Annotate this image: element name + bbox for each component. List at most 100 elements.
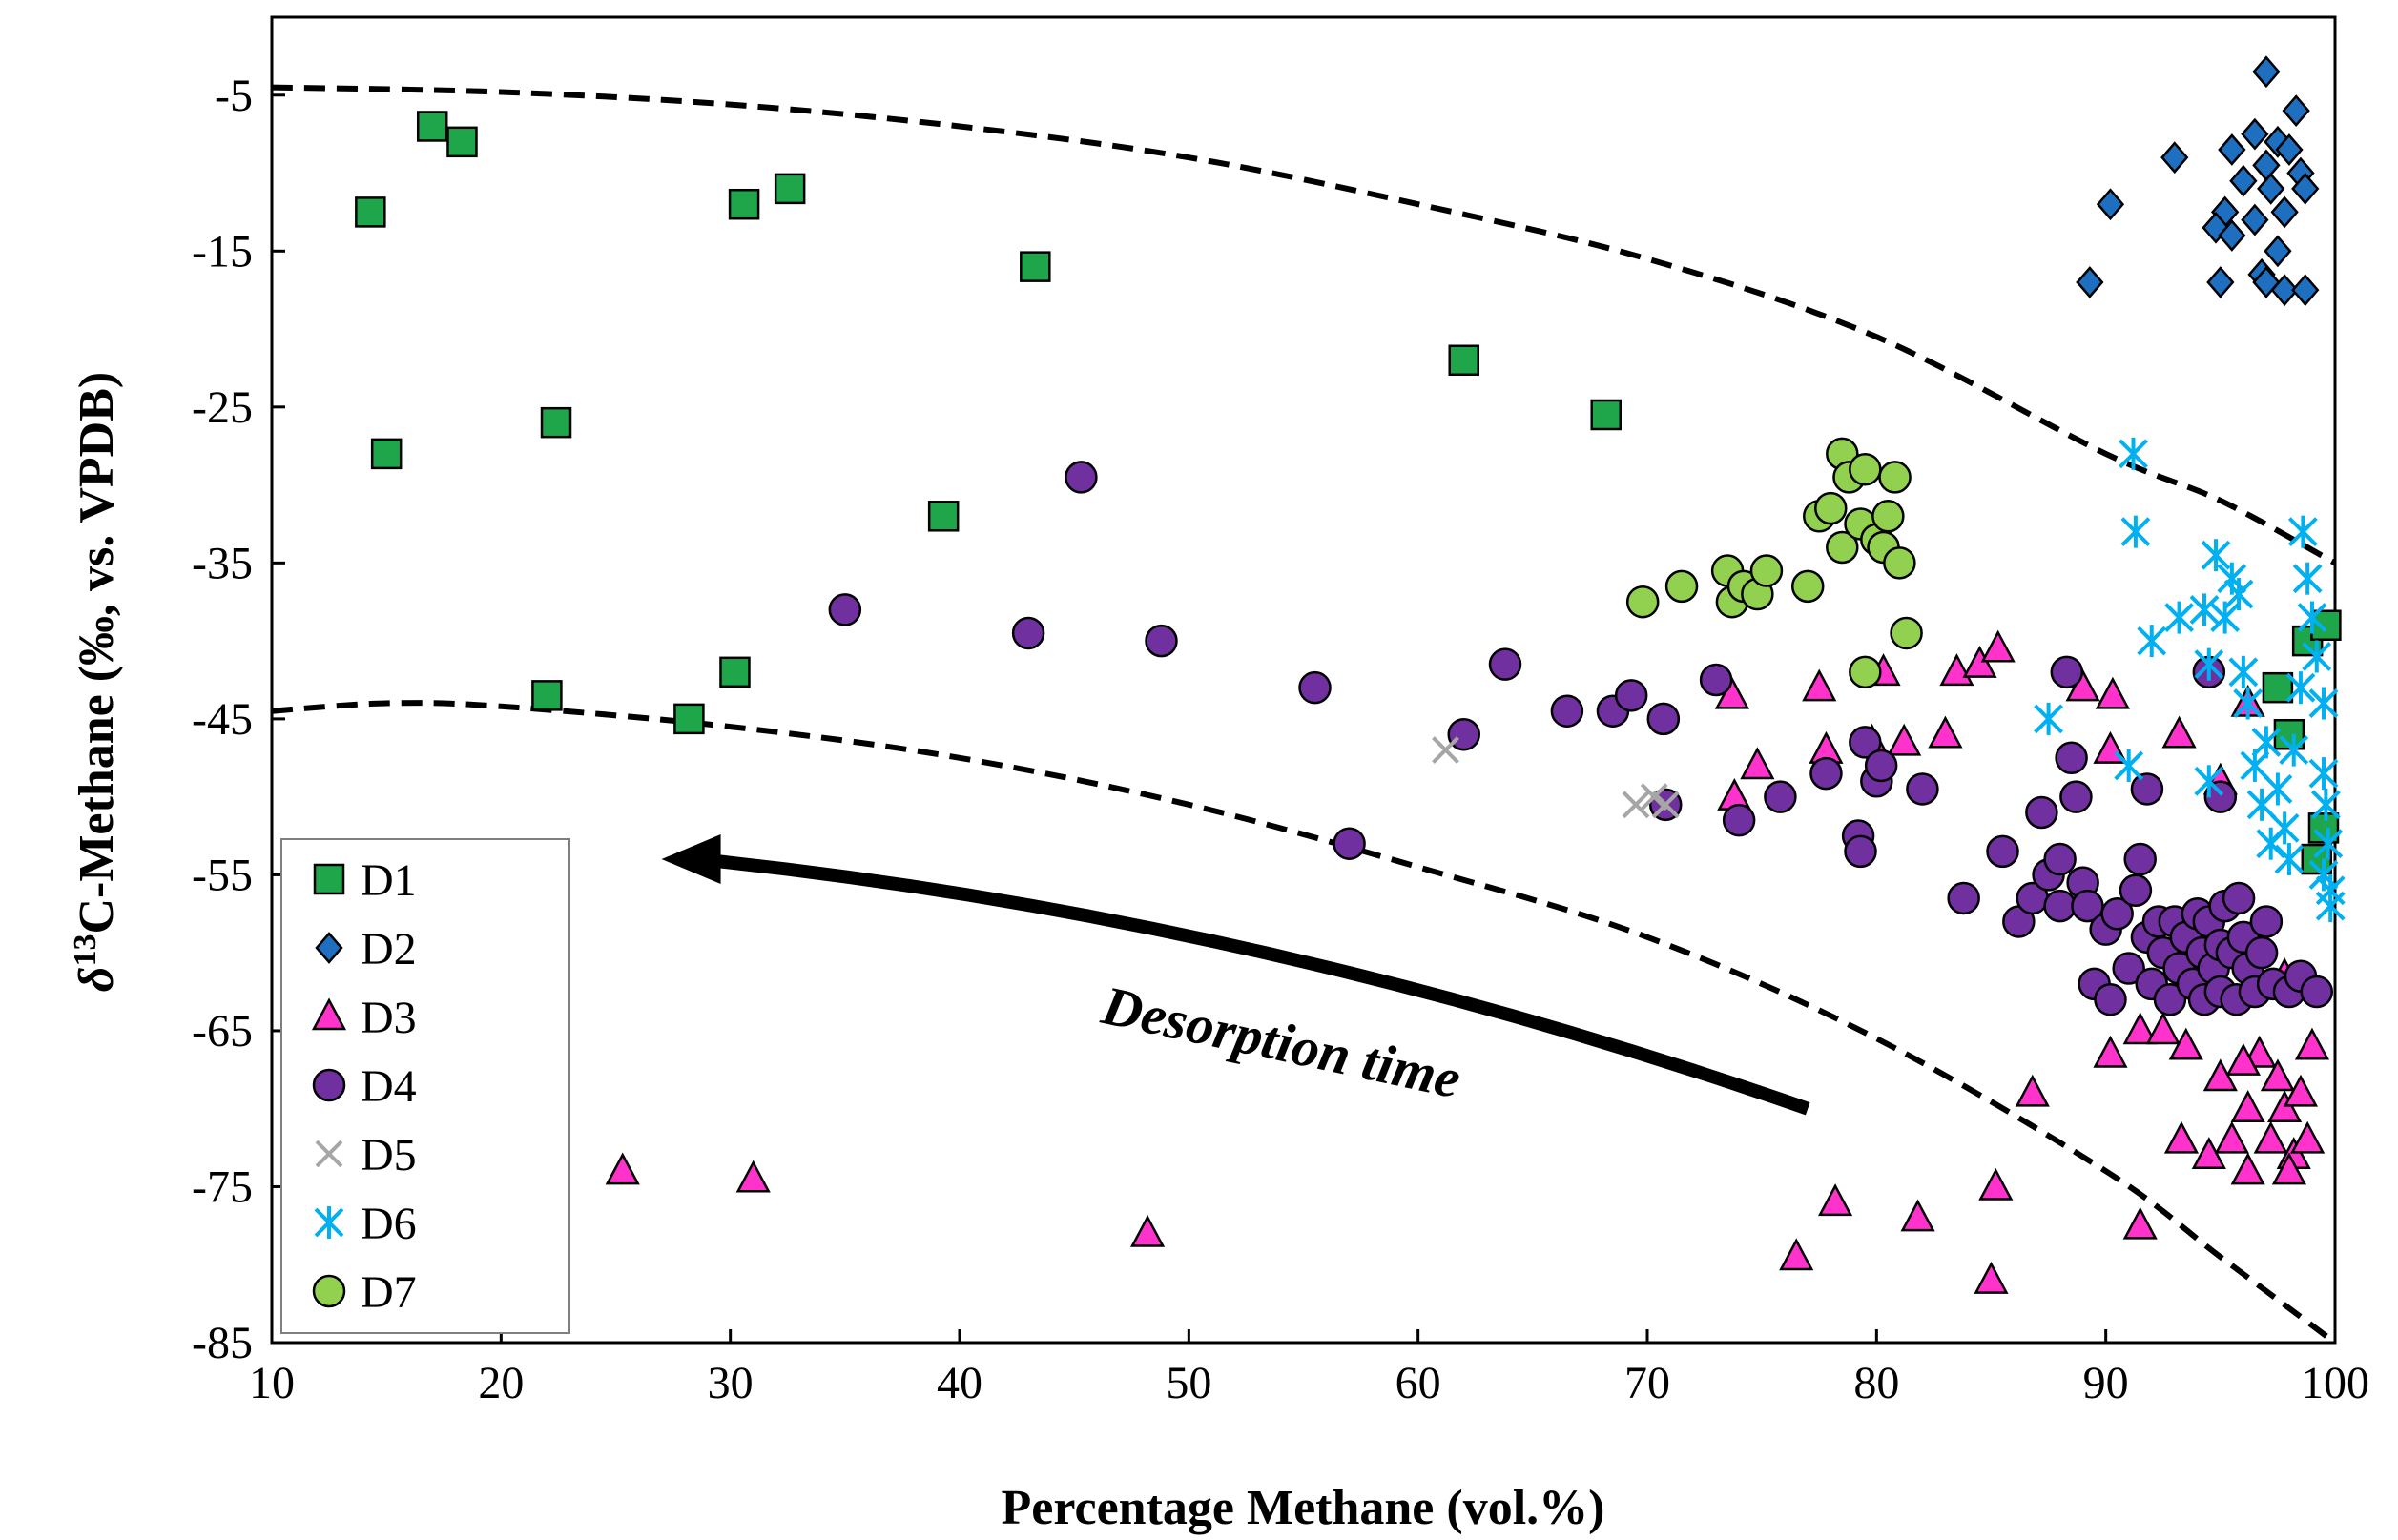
data-point-d6 — [2120, 515, 2151, 548]
x-tick-label: 60 — [1395, 1358, 1441, 1408]
data-point-d5-stroke — [1432, 736, 1459, 765]
legend-box — [280, 838, 570, 1334]
data-point-d7 — [1878, 461, 1912, 494]
data-point-d3 — [2253, 1120, 2288, 1154]
data-point-d3 — [2163, 1120, 2200, 1154]
data-point-d6 — [2285, 671, 2316, 705]
data-point-d3 — [2225, 1042, 2261, 1076]
data-point-d2 — [2257, 172, 2285, 205]
data-point-d1 — [927, 501, 960, 532]
data-point-d4 — [2123, 842, 2157, 876]
data-point-d3 — [2267, 1090, 2303, 1122]
data-point-d6 — [2114, 749, 2144, 782]
data-point-d2 — [2076, 266, 2104, 298]
data-point-d2 — [2241, 117, 2269, 151]
data-point-d3 — [2168, 1027, 2203, 1060]
x-tick-label: 80 — [1853, 1358, 1899, 1408]
data-point-d6 — [2315, 890, 2346, 923]
legend-marker-d5-stroke — [315, 1140, 343, 1168]
legend-marker-d6 — [314, 1206, 344, 1239]
data-point-d3 — [1900, 1199, 1935, 1232]
data-point-d4 — [1864, 749, 1898, 783]
data-point-d3 — [2122, 1012, 2158, 1045]
data-point-d6 — [2308, 687, 2339, 720]
data-point-d6 — [2251, 726, 2282, 759]
data-point-d6 — [2034, 702, 2063, 735]
data-point-d4 — [1646, 702, 1681, 736]
data-point-d4 — [828, 593, 862, 626]
data-point-d3 — [2122, 1206, 2158, 1240]
data-point-d1 — [719, 656, 751, 688]
data-point-d3 — [2283, 1074, 2319, 1107]
data-point-d2 — [2291, 172, 2320, 205]
data-point-d7 — [1849, 452, 1882, 486]
data-point-d6 — [2201, 539, 2231, 572]
data-point-d3 — [1740, 747, 1775, 780]
y-tick-label: -65 — [192, 1006, 253, 1057]
data-point-d4 — [1333, 827, 1366, 860]
data-point-d3 — [2093, 1035, 2128, 1068]
series-d7 — [1625, 437, 1923, 689]
data-point-d3 — [1887, 723, 1922, 756]
data-point-d1 — [673, 703, 705, 735]
data-point-d2 — [2241, 203, 2269, 236]
data-point-d2 — [2252, 149, 2281, 182]
series-d4 — [828, 461, 2334, 1016]
legend-label-d7: D7 — [361, 1267, 417, 1318]
data-point-d4 — [2153, 982, 2187, 1016]
data-point-d2 — [2096, 188, 2125, 221]
data-point-d3 — [1980, 629, 2016, 663]
data-point-d6 — [2310, 788, 2341, 821]
legend-label-d2: D2 — [361, 924, 417, 975]
data-point-d4 — [2100, 897, 2134, 931]
data-point-d5 — [1651, 791, 1680, 819]
data-point-d5-stroke — [1622, 791, 1650, 819]
data-point-d4 — [1809, 756, 1843, 791]
data-point-d5 — [1622, 791, 1650, 819]
legend-marker-d7 — [312, 1274, 346, 1308]
data-point-d4 — [2203, 780, 2238, 813]
data-point-d1 — [1020, 251, 1051, 282]
data-point-d4 — [1764, 780, 1797, 813]
data-point-d7 — [1625, 585, 1660, 619]
data-point-d4 — [2055, 741, 2088, 775]
legend-marker-d2 — [315, 932, 343, 964]
data-point-d3 — [2260, 1058, 2296, 1092]
data-point-d4 — [1065, 461, 1098, 494]
data-point-d4 — [1298, 670, 1332, 705]
data-point-d2 — [2275, 133, 2304, 166]
y-axis-title: δ13C-Methane (‰, vs. VPDB) — [68, 372, 124, 992]
data-point-d5-stroke — [1640, 783, 1668, 811]
y-tick-label: -45 — [192, 694, 253, 745]
data-point-d3 — [2214, 1120, 2249, 1154]
data-point-d3 — [2294, 1027, 2330, 1060]
data-point-d4 — [1011, 616, 1045, 650]
data-point-d3 — [2230, 1090, 2265, 1122]
data-point-d4 — [2130, 772, 2164, 806]
y-tick-label: -55 — [192, 850, 253, 900]
data-point-d7 — [1814, 491, 1848, 525]
legend-label-d1: D1 — [361, 855, 417, 906]
data-point-d6 — [2274, 843, 2305, 876]
data-point-d3 — [2161, 715, 2197, 749]
legend-marker-d1 — [313, 863, 345, 895]
data-point-d6 — [2137, 625, 2167, 658]
data-point-d3 — [2095, 676, 2130, 709]
data-point-d1 — [531, 680, 563, 711]
y-axis-title-sup: 13 — [68, 934, 103, 967]
data-point-d2 — [2229, 164, 2258, 197]
data-point-d4 — [2112, 952, 2145, 985]
data-point-d6 — [2269, 811, 2300, 845]
data-point-d4 — [1550, 694, 1584, 728]
data-point-d3 — [1974, 1261, 2009, 1294]
data-point-d3 — [605, 1152, 640, 1185]
data-point-d6 — [2194, 647, 2224, 681]
data-point-d4 — [2300, 975, 2334, 1009]
desorption-arrow — [706, 853, 1810, 1116]
data-point-d4 — [2050, 655, 2084, 689]
data-point-d1 — [416, 111, 448, 142]
data-point-d2 — [2160, 141, 2189, 175]
y-tick-label: -35 — [192, 538, 253, 588]
data-point-d2 — [2270, 195, 2299, 229]
desorption-arrowhead — [661, 834, 721, 885]
